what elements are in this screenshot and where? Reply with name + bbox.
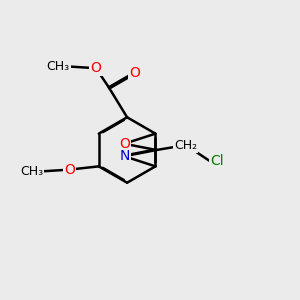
Text: CH₂: CH₂	[174, 139, 197, 152]
Text: Cl: Cl	[210, 154, 224, 169]
Text: O: O	[129, 66, 140, 80]
Text: CH₃: CH₃	[20, 165, 43, 178]
Text: CH₃: CH₃	[47, 60, 70, 73]
Text: O: O	[119, 137, 130, 151]
Text: O: O	[64, 163, 75, 177]
Text: O: O	[91, 61, 101, 75]
Text: N: N	[119, 149, 130, 163]
